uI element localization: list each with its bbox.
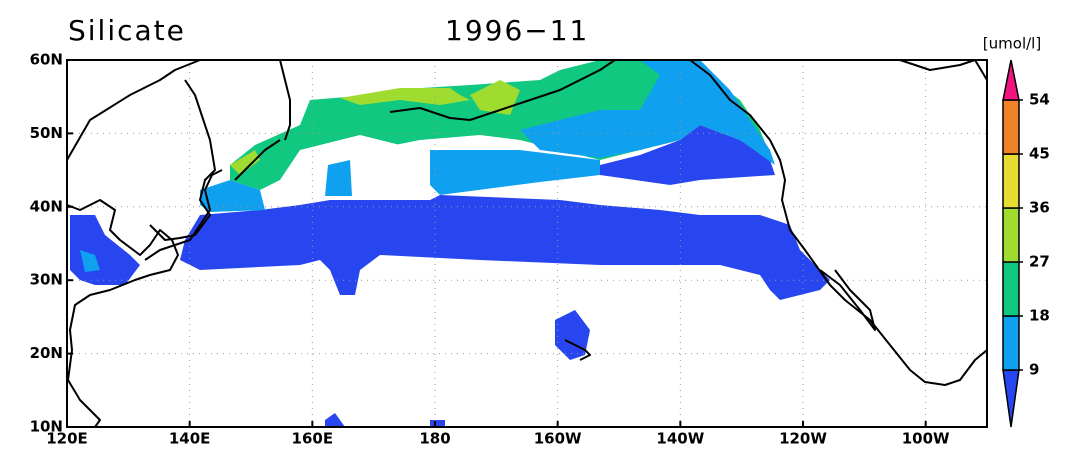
region [180, 195, 830, 300]
region [325, 413, 345, 427]
region [230, 150, 260, 175]
colorbar-tick-label: 36 [1029, 199, 1050, 217]
coast-korea-japan [149, 79, 216, 241]
colorbar: 9 18 27 36 45 54 [1002, 59, 1050, 428]
coast-baja [819, 269, 876, 331]
coast-alaska [689, 59, 988, 386]
map-frame [66, 59, 988, 428]
colorbar-band [1002, 315, 1020, 371]
title: Silicate [68, 14, 186, 47]
coast-japan-main [144, 169, 223, 261]
x-tick-label: 160E [292, 430, 334, 448]
region [80, 250, 100, 272]
colorbar-band [1002, 99, 1020, 155]
gap [380, 140, 420, 192]
colorbar-tick-label: 54 [1029, 91, 1050, 109]
region [230, 60, 770, 190]
coast-hawaii [564, 339, 591, 361]
region [600, 125, 775, 185]
coast-asia-north [66, 59, 201, 161]
colorbar-band [1002, 261, 1020, 317]
colorbar-tick-label: 9 [1029, 361, 1039, 379]
colorbar-tick-label: 18 [1029, 307, 1050, 325]
y-tick-label: 30N [30, 271, 63, 289]
region [325, 160, 352, 196]
period: 1996−11 [445, 14, 589, 47]
region [430, 150, 600, 195]
x-tick-label: 140W [656, 430, 704, 448]
coastline [66, 59, 988, 428]
y-tick-label: 40N [30, 197, 63, 215]
region [200, 180, 265, 212]
shaded-field [70, 60, 830, 427]
colorbar-tick-label: 27 [1029, 253, 1050, 271]
x-tick-label: 160W [534, 430, 582, 448]
colorbar-above [1002, 59, 1020, 101]
region [70, 215, 140, 285]
coast-sakhalin-kuril [234, 139, 281, 181]
colorbar-below [1002, 369, 1020, 428]
colorbar-band [1002, 207, 1020, 263]
coast-asia [66, 199, 179, 428]
x-tick-label: 180 [419, 430, 450, 448]
colorbar-tick-label: 45 [1029, 145, 1050, 163]
region [340, 88, 470, 105]
x-tick-label: 120W [779, 430, 827, 448]
coast-kamchatka [279, 59, 291, 141]
x-tick-label: 140E [169, 430, 211, 448]
colorbar-band [1002, 153, 1020, 209]
coast-arctic [899, 59, 988, 81]
y-tick-label: 20N [30, 344, 63, 362]
region [470, 80, 520, 115]
x-tick-label: 100W [902, 430, 950, 448]
y-tick-label: 50N [30, 124, 63, 142]
region [520, 60, 775, 165]
y-tick-label: 10N [30, 418, 63, 436]
x-tick-label: 120E [46, 430, 88, 448]
colorbar-label: [umol/l] [983, 35, 1041, 53]
region [555, 310, 590, 360]
y-tick-label: 60N [30, 51, 63, 69]
region [430, 420, 445, 427]
coast-aleutian [389, 59, 616, 121]
